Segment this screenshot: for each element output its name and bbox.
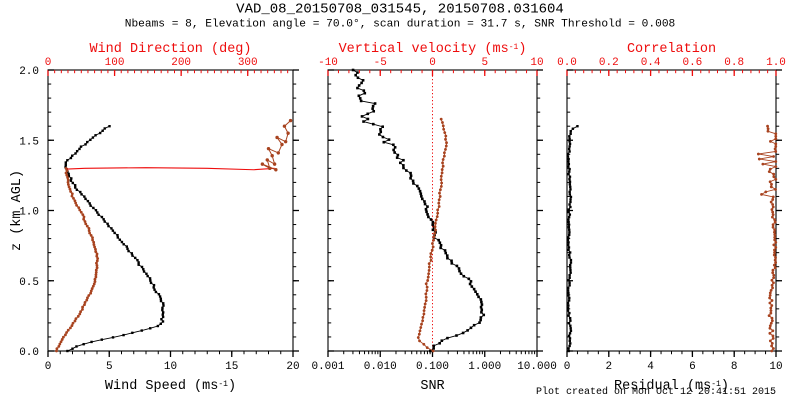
svg-text:0.6: 0.6 [682, 57, 702, 69]
svg-text:-5: -5 [374, 57, 387, 69]
svg-text:10: 10 [530, 57, 543, 69]
svg-text:0.2: 0.2 [599, 57, 619, 69]
svg-text:0.010: 0.010 [364, 361, 397, 373]
svg-text:Nbeams = 8, Elevation angle =: Nbeams = 8, Elevation angle = 70.0°, sca… [125, 19, 676, 31]
svg-text:0: 0 [564, 361, 571, 373]
svg-text:10.000: 10.000 [517, 361, 557, 373]
svg-text:Vertical velocity (ms-1): Vertical velocity (ms-1) [339, 42, 527, 57]
svg-text:1.000: 1.000 [468, 361, 501, 373]
svg-text:4: 4 [647, 361, 654, 373]
svg-text:0.5: 0.5 [19, 277, 39, 289]
svg-text:300: 300 [238, 57, 258, 69]
svg-text:1.5: 1.5 [19, 136, 39, 148]
svg-text:SNR: SNR [420, 379, 444, 394]
svg-text:Plot created on Mon Oct 12 20:: Plot created on Mon Oct 12 20:41:51 2015 [536, 386, 776, 398]
svg-text:Wind Direction (deg): Wind Direction (deg) [89, 42, 251, 57]
svg-text:100: 100 [105, 57, 125, 69]
svg-text:200: 200 [171, 57, 191, 69]
svg-text:Wind Speed (ms-1): Wind Speed (ms-1) [105, 379, 236, 394]
svg-text:5: 5 [481, 57, 488, 69]
svg-text:15: 15 [225, 361, 238, 373]
svg-text:0.0: 0.0 [19, 347, 39, 359]
svg-text:6: 6 [689, 361, 696, 373]
svg-text:VAD_08_20150708_031545, 201507: VAD_08_20150708_031545, 20150708.031604 [236, 2, 564, 18]
svg-text:5: 5 [106, 361, 113, 373]
svg-text:0: 0 [45, 361, 52, 373]
svg-text:1.0: 1.0 [766, 57, 786, 69]
svg-text:8: 8 [731, 361, 738, 373]
svg-text:0.0: 0.0 [557, 57, 577, 69]
svg-text:z (km AGL): z (km AGL) [10, 170, 25, 251]
svg-text:10: 10 [164, 361, 177, 373]
svg-text:0: 0 [429, 57, 436, 69]
svg-text:0.8: 0.8 [724, 57, 744, 69]
svg-text:0.4: 0.4 [641, 57, 661, 69]
svg-text:20: 20 [286, 361, 299, 373]
svg-text:0: 0 [45, 57, 52, 69]
svg-text:Correlation: Correlation [627, 42, 716, 57]
svg-text:10: 10 [769, 361, 782, 373]
svg-text:-10: -10 [318, 57, 338, 69]
svg-text:0.001: 0.001 [311, 361, 344, 373]
svg-text:2.0: 2.0 [19, 66, 39, 78]
svg-text:2: 2 [605, 361, 612, 373]
svg-text:0.100: 0.100 [416, 361, 449, 373]
